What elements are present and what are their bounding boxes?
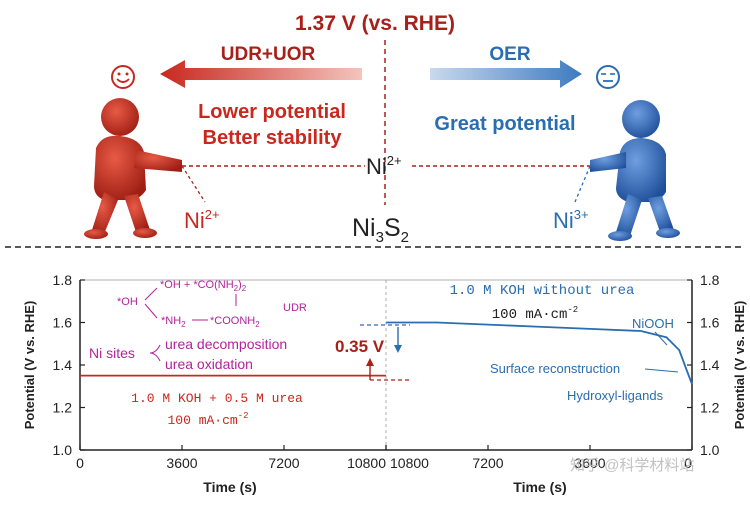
scheme-arrow-1 <box>144 287 158 301</box>
x-ticks: 0 3600 7200 10800 10800 7200 3600 0 <box>76 445 693 471</box>
niooh-label: NiOOH <box>632 316 674 331</box>
scheme-udr: UDR <box>283 302 307 314</box>
scheme-oh-co-sub2: 2 <box>242 284 247 293</box>
y-tick-label-left: 1.0 <box>53 442 73 458</box>
right-leader-line <box>574 165 591 203</box>
scheme-nh2-sub: 2 <box>181 320 186 329</box>
ni-sites-label: Ni sites <box>89 345 135 361</box>
right-ni-text: Ni <box>553 208 574 233</box>
koh-label-sup: -2 <box>567 305 578 315</box>
urea-label-line1: 1.0 M KOH + 0.5 M urea <box>131 391 303 406</box>
x-tick-label-left: 3600 <box>166 455 197 471</box>
x-tick-label-right: 7200 <box>472 455 503 471</box>
scheme-arrows <box>144 287 237 321</box>
y-tick-label-right: 1.2 <box>700 400 720 416</box>
delta-arrow-up-head <box>366 358 374 366</box>
x-tick-label-right: 10800 <box>390 455 429 471</box>
right-arrow <box>430 60 582 88</box>
urea-label-sup: -2 <box>238 411 249 421</box>
ni3s2-ni: Ni <box>352 214 376 242</box>
y-tick-label-left: 1.8 <box>53 272 73 288</box>
scheme-oh-co-close: ) <box>238 279 242 291</box>
left-arrow-label: UDR+UOR <box>221 44 316 65</box>
center-ni-sup: 2+ <box>387 153 402 168</box>
delta-label: 0.35 V <box>335 337 385 356</box>
center-ni-label: Ni2+ <box>366 153 402 179</box>
right-text-line1: Great potential <box>434 113 575 135</box>
x-axis-label-left: Time (s) <box>203 479 256 495</box>
series-group <box>80 321 693 385</box>
urea-decomp-label: urea decomposition <box>165 336 287 352</box>
red-person-figure <box>84 98 182 239</box>
happy-face-icon <box>111 65 135 89</box>
ni3s2-label: Ni3S2 <box>352 214 409 246</box>
ni3s2-s: S <box>384 214 401 242</box>
y-tick-label-right: 1.0 <box>700 442 720 458</box>
urea-label-text: 100 mA·cm <box>167 413 237 428</box>
scheme-nh2-text: *NH <box>161 315 181 327</box>
left-text-line2: Better stability <box>203 127 343 149</box>
x-tick-label-right: 0 <box>684 455 692 471</box>
niooh-pointer <box>654 331 668 346</box>
center-ni-text: Ni <box>366 154 387 179</box>
x-tick-label-left: 0 <box>76 455 84 471</box>
x-tick-label-left: 10800 <box>347 455 386 471</box>
y-tick-label-left: 1.6 <box>53 315 73 331</box>
right-ni-label: Ni3+ <box>553 207 589 233</box>
scheme-oh-co: *OH + *CO(NH2)2 <box>160 279 247 293</box>
blue-person-figure <box>590 100 680 241</box>
left-ni-text: Ni <box>184 208 205 233</box>
left-leader-line <box>181 165 206 203</box>
left-ni-label: Ni2+ <box>184 207 220 233</box>
scheme-oh-co-text: *OH + *CO(NH <box>160 279 234 291</box>
scheme-coonh2-text: *COONH <box>210 315 255 327</box>
y-tick-label-right: 1.8 <box>700 272 720 288</box>
delta-arrow-down-head <box>394 345 402 353</box>
watermark: 知乎 @科学材料站 <box>570 457 694 474</box>
urea-oxid-label: urea oxidation <box>165 356 253 372</box>
scheme-oh: *OH <box>117 296 138 308</box>
left-ni-sup: 2+ <box>205 207 220 222</box>
scheme-arrow-2 <box>144 303 158 319</box>
left-arrow <box>160 60 362 88</box>
hydroxyl-label: Hydroxyl-ligands <box>567 388 664 403</box>
scheme-coonh2: *COONH2 <box>210 315 260 329</box>
voltage-title: 1.37 V (vs. RHE) <box>295 12 455 35</box>
neutral-face-icon <box>596 65 620 89</box>
x-axis-label-right: Time (s) <box>513 479 566 495</box>
y-tick-label-left: 1.4 <box>53 357 73 373</box>
koh-label-line1: 1.0 M KOH without urea <box>450 283 635 299</box>
right-ni-sup: 3+ <box>574 207 589 222</box>
y-axis-label-left: Potential (V vs. RHE) <box>22 301 37 430</box>
udr-scheme: *OH + *CO(NH2)2 *OH *NH2 *COONH2 UDR <box>117 279 307 329</box>
x-tick-label-left: 7200 <box>268 455 299 471</box>
scheme-nh2: *NH2 <box>161 315 186 329</box>
y-ticks-left: 1.0 1.2 1.4 1.6 1.8 <box>53 272 85 458</box>
ni-sites-brace <box>149 344 161 362</box>
y-tick-label-right: 1.6 <box>700 315 720 331</box>
urea-label-line2: 100 mA·cm-2 <box>167 411 248 428</box>
ni3s2-sub2: 2 <box>401 229 409 246</box>
x-tick-label-right: 3600 <box>574 455 605 471</box>
y-ticks-right: 1.0 1.2 1.4 1.6 1.8 <box>687 272 720 458</box>
y-axis-label-right: Potential (V vs. RHE) <box>732 301 747 430</box>
plot-area: 1.0 1.2 1.4 1.6 1.8 1.0 1.2 1.4 1.6 1.8 0 3600 720… <box>22 272 747 495</box>
y-tick-label-right: 1.4 <box>700 357 720 373</box>
right-arrow-label: OER <box>489 44 530 65</box>
scheme-oh-co-sub: 2 <box>234 284 239 293</box>
ni3s2-sub1: 3 <box>376 229 384 246</box>
y-tick-label-left: 1.2 <box>53 400 73 416</box>
koh-label-text: 100 mA·cm <box>492 307 568 323</box>
series-line-koh <box>386 321 693 385</box>
left-text-line1: Lower potential <box>198 101 346 123</box>
surface-reconstruction-label: Surface reconstruction <box>490 361 620 376</box>
surface-reconstruction-pointer <box>644 368 679 373</box>
koh-label-line2: 100 mA·cm-2 <box>492 305 578 323</box>
scheme-coonh2-sub: 2 <box>255 320 260 329</box>
